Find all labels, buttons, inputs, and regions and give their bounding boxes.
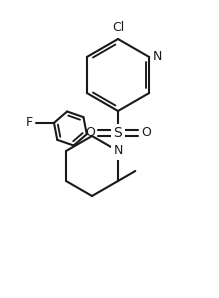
Text: F: F xyxy=(26,116,33,129)
Text: Cl: Cl xyxy=(112,21,124,34)
Text: O: O xyxy=(141,126,151,139)
Text: O: O xyxy=(85,126,95,139)
Text: N: N xyxy=(153,50,162,63)
Text: N: N xyxy=(113,145,123,158)
Text: S: S xyxy=(114,126,122,140)
